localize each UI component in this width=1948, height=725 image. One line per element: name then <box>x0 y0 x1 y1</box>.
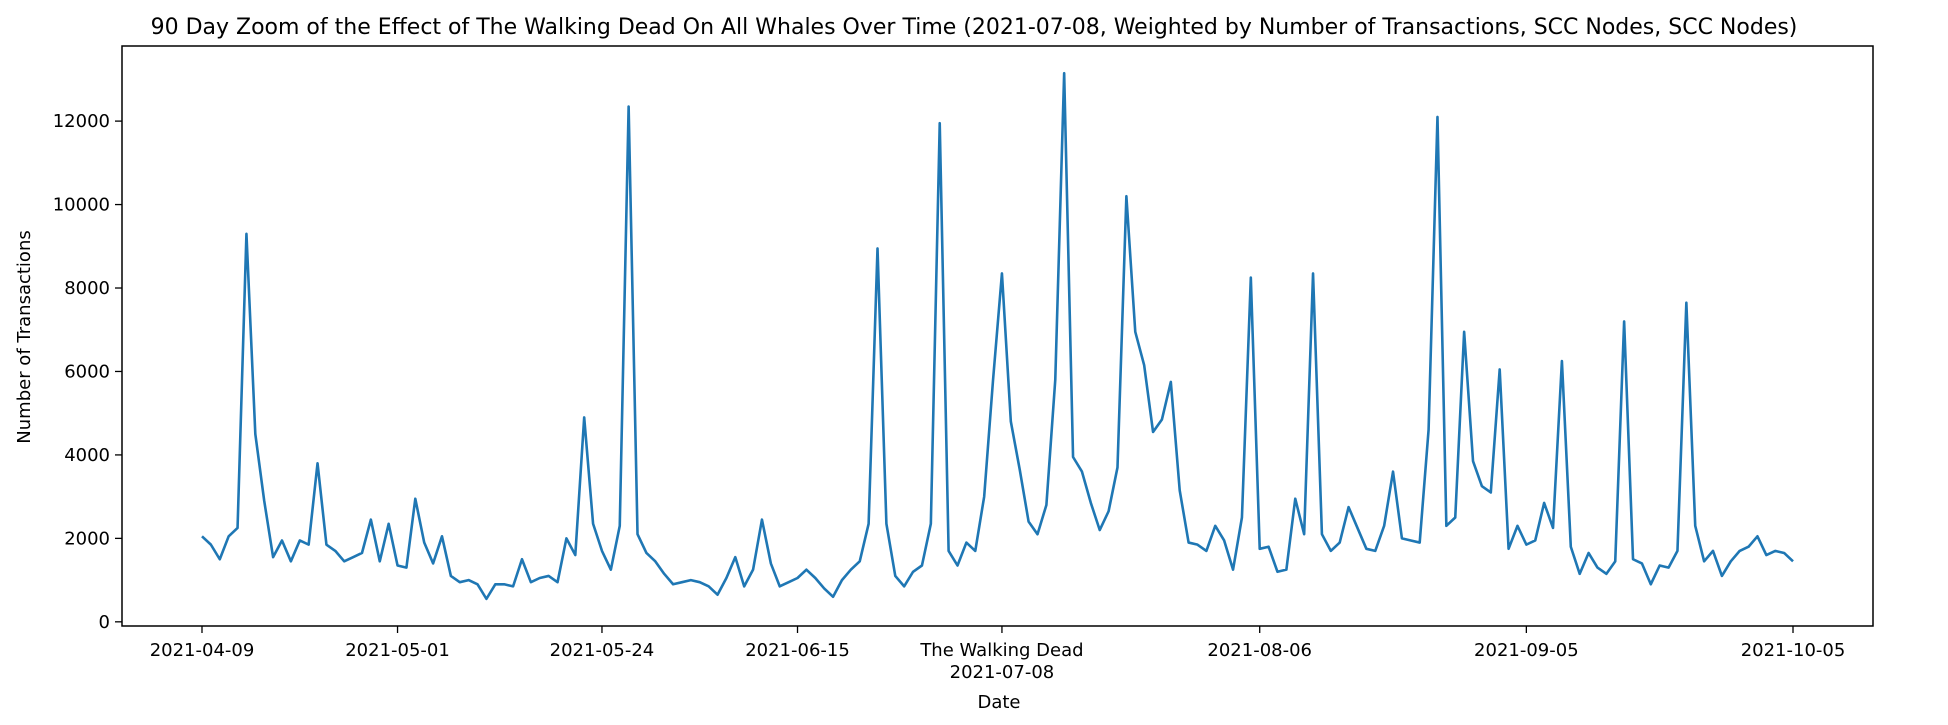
x-axis: 2021-04-09 2021-05-01 2021-05-24 2021-06-15… <box>150 626 1846 683</box>
y-tick-label: 2000 <box>64 528 110 549</box>
x-axis-label: Date <box>977 692 1020 713</box>
y-tick-label: 12000 <box>53 111 110 132</box>
x-tick-label: 2021-04-09 <box>150 640 255 661</box>
y-axis: 0 2000 4000 6000 8000 10000 12000 <box>53 111 122 633</box>
series-line-0 <box>201 71 1794 601</box>
y-tick-label: 4000 <box>64 445 110 466</box>
y-tick-label: 8000 <box>64 278 110 299</box>
x-tick-label: The Walking Dead <box>919 640 1083 661</box>
x-tick-label: 2021-05-24 <box>550 640 655 661</box>
y-tick-label: 10000 <box>53 195 110 216</box>
y-axis-label: Number of Transactions <box>14 230 35 443</box>
y-tick-label: 6000 <box>64 361 110 382</box>
x-tick-label: 2021-06-15 <box>745 640 850 661</box>
x-tick-label: 2021-10-05 <box>1741 640 1846 661</box>
plot-frame <box>121 45 1874 627</box>
x-tick-label: 2021-05-01 <box>345 640 450 661</box>
x-tick-label: 2021-09-05 <box>1474 640 1579 661</box>
plot-area <box>201 71 1794 601</box>
y-tick-label: 0 <box>99 612 110 633</box>
x-tick-label: 2021-08-06 <box>1207 640 1312 661</box>
chart-title: 90 Day Zoom of the Effect of The Walking… <box>151 15 1798 40</box>
x-tick-label-date: 2021-07-08 <box>950 662 1055 683</box>
